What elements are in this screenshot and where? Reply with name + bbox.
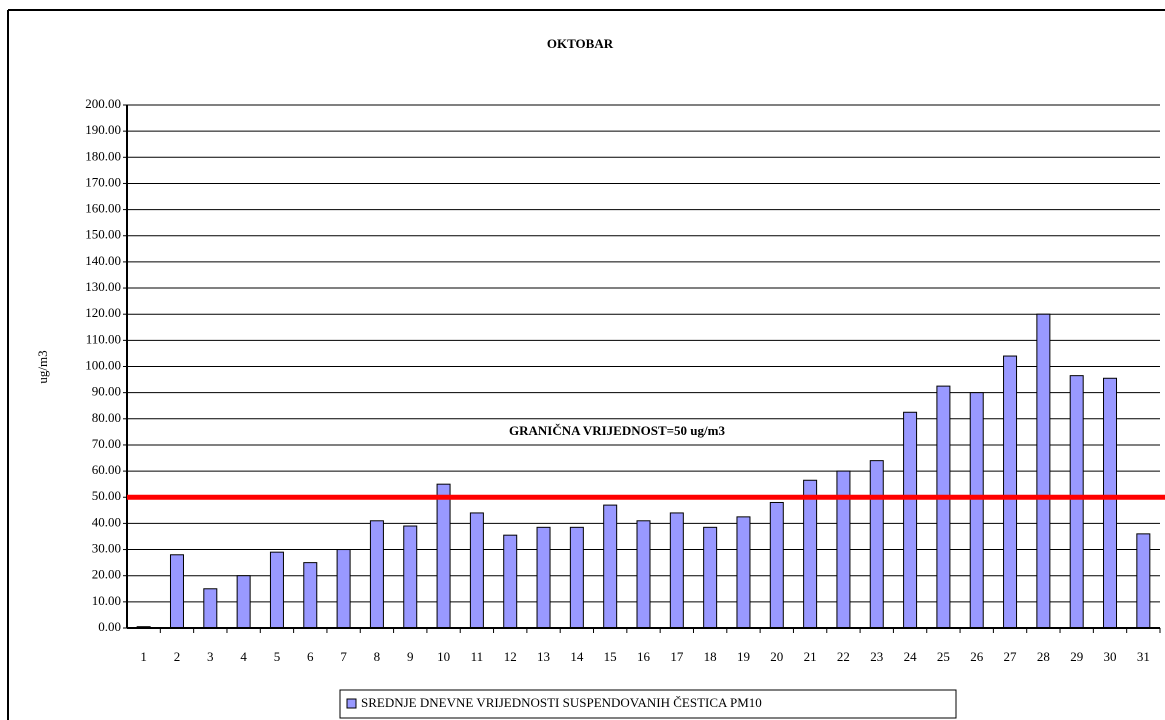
bar	[469, 512, 484, 629]
x-tick-label: 8	[374, 649, 381, 664]
y-tick-label: 200.00	[85, 96, 121, 111]
x-tick-label: 31	[1137, 649, 1150, 664]
y-axis-label: ug/m3	[35, 350, 50, 383]
x-tick-label: 19	[737, 649, 750, 664]
bar	[203, 588, 218, 629]
threshold-label: GRANIČNA VRIJEDNOST=50 ug/m3	[509, 423, 725, 438]
bar	[1036, 313, 1051, 629]
x-tick-label: 1	[140, 649, 147, 664]
x-tick-label: 14	[570, 649, 584, 664]
y-tick-label: 90.00	[92, 384, 121, 399]
y-tick-label: 180.00	[85, 148, 121, 163]
x-tick-label: 28	[1037, 649, 1050, 664]
bar	[236, 575, 251, 629]
bar	[1103, 377, 1118, 629]
x-tick-label: 21	[804, 649, 817, 664]
legend-label: SREDNJE DNEVNE VRIJEDNOSTI SUSPENDOVANIH…	[361, 695, 762, 710]
bar	[303, 562, 318, 629]
x-tick-label: 7	[340, 649, 347, 664]
y-tick-label: 140.00	[85, 253, 121, 268]
x-tick-label: 24	[904, 649, 918, 664]
legend-box	[339, 689, 957, 719]
y-tick-label: 160.00	[85, 201, 121, 216]
y-tick-label: 70.00	[92, 436, 121, 451]
x-tick-label: 15	[604, 649, 617, 664]
x-tick-label: 23	[870, 649, 883, 664]
y-tick-label: 190.00	[85, 122, 121, 137]
y-tick-label: 20.00	[92, 567, 121, 582]
bar	[969, 392, 984, 629]
bar	[736, 516, 751, 629]
y-tick-label: 30.00	[92, 541, 121, 556]
x-tick-label: 22	[837, 649, 850, 664]
x-tick-label: 4	[240, 649, 247, 664]
x-tick-label: 16	[637, 649, 651, 664]
bar	[636, 520, 651, 629]
bar	[603, 504, 618, 629]
x-tick-label: 30	[1104, 649, 1117, 664]
bar	[403, 525, 418, 629]
chart-title: OKTOBAR	[547, 36, 614, 51]
bar	[803, 479, 818, 629]
x-tick-label: 13	[537, 649, 550, 664]
y-tick-label: 80.00	[92, 410, 121, 425]
x-tick-label: 9	[407, 649, 414, 664]
x-tick-label: 5	[274, 649, 281, 664]
bar	[703, 526, 718, 629]
x-tick-label: 2	[174, 649, 181, 664]
bar	[169, 554, 184, 629]
bar	[669, 512, 684, 629]
annotation-background	[405, 419, 825, 444]
bar	[903, 411, 918, 629]
bar	[536, 526, 551, 629]
y-tick-label: 120.00	[85, 305, 121, 320]
x-tick-label: 27	[1004, 649, 1018, 664]
bar	[269, 551, 284, 629]
y-tick-label: 40.00	[92, 514, 121, 529]
bar	[769, 501, 784, 629]
bar	[869, 460, 884, 629]
legend-swatch	[346, 698, 357, 709]
y-tick-label: 110.00	[86, 331, 121, 346]
bar	[336, 549, 351, 629]
bar	[1136, 533, 1151, 629]
bar	[436, 483, 451, 629]
x-tick-label: 12	[504, 649, 517, 664]
x-tick-label: 18	[704, 649, 717, 664]
bar	[369, 520, 384, 629]
x-tick-label: 29	[1070, 649, 1083, 664]
y-tick-label: 10.00	[92, 593, 121, 608]
x-tick-label: 10	[437, 649, 450, 664]
bar	[1003, 355, 1018, 629]
bar	[836, 470, 851, 629]
bar	[569, 526, 584, 629]
x-tick-label: 17	[670, 649, 684, 664]
x-tick-label: 26	[970, 649, 984, 664]
y-tick-label: 60.00	[92, 462, 121, 477]
y-tick-label: 130.00	[85, 279, 121, 294]
bar	[936, 385, 951, 629]
bar	[503, 534, 518, 629]
y-tick-label: 100.00	[85, 357, 121, 372]
y-tick-label: 0.00	[98, 619, 121, 634]
x-tick-label: 3	[207, 649, 214, 664]
x-tick-label: 6	[307, 649, 314, 664]
y-tick-label: 150.00	[85, 227, 121, 242]
x-tick-label: 11	[471, 649, 484, 664]
x-tick-label: 25	[937, 649, 950, 664]
y-tick-label: 50.00	[92, 488, 121, 503]
bar	[1069, 375, 1084, 629]
y-tick-label: 170.00	[85, 174, 121, 189]
x-tick-label: 20	[770, 649, 783, 664]
